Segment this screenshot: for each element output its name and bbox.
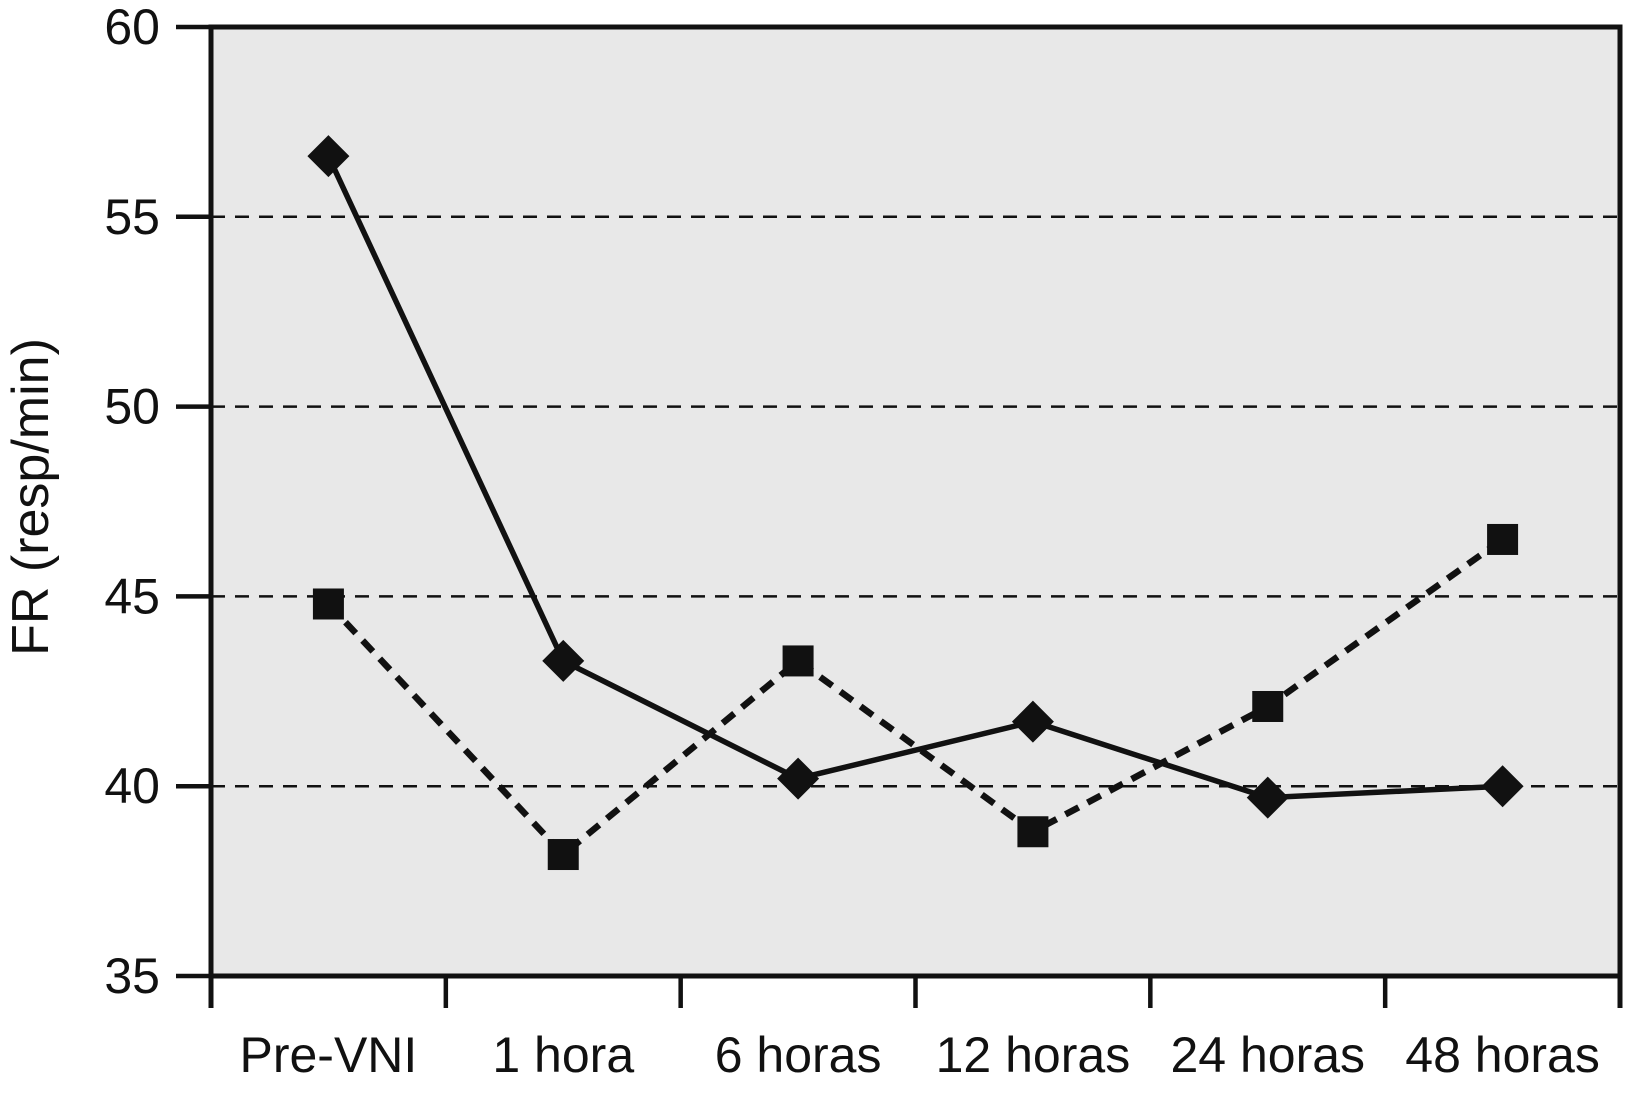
marker-diamond [1481, 765, 1524, 808]
x-tick-label: 1 hora [492, 1027, 634, 1083]
plot-area [211, 27, 1620, 976]
marker-square [782, 645, 814, 677]
marker-square [1252, 690, 1284, 722]
x-tick-label: 12 horas [936, 1027, 1131, 1083]
x-tick-label: 48 horas [1405, 1027, 1600, 1083]
y-tick-label: 55 [104, 189, 160, 245]
y-tick-label: 35 [104, 948, 160, 1004]
y-axis-title: FR (resp/min) [2, 338, 60, 656]
marker-diamond [1011, 700, 1054, 743]
marker-square [547, 839, 579, 871]
marker-diamond [307, 135, 350, 178]
y-tick-label: 50 [104, 379, 160, 435]
y-tick-label: 45 [104, 568, 160, 624]
marker-square [1017, 816, 1049, 848]
series-line-square-dashed [326, 536, 1505, 859]
marker-square [312, 588, 344, 620]
y-tick-label: 60 [104, 0, 160, 55]
marker-diamond [542, 639, 585, 682]
marker-diamond [777, 757, 820, 800]
marker-diamond [1246, 776, 1289, 819]
y-tick-label: 40 [104, 758, 160, 814]
x-tick-label: 6 horas [715, 1027, 882, 1083]
marker-square [1487, 523, 1519, 555]
x-tick-label: 24 horas [1170, 1027, 1365, 1083]
x-tick-label: Pre-VNI [240, 1027, 418, 1083]
series-line-diamond-solid [325, 154, 1503, 801]
